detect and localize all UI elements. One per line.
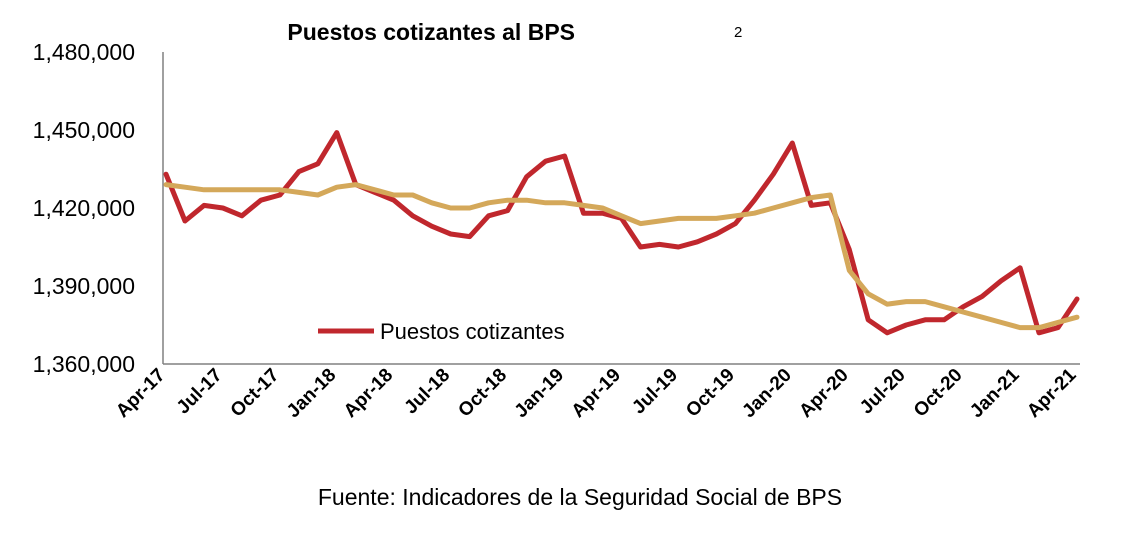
x-tick-label: Oct-17 [227,365,284,422]
x-tick-label: Jul-20 [856,365,910,419]
x-tick-label: Jul-19 [628,365,682,419]
y-tick-label: 1,450,000 [33,117,135,143]
legend: Puestos cotizantes [318,319,565,344]
series-line-puestos-cotizantes [163,130,1080,336]
x-tick-label: Apr-21 [1023,364,1081,422]
series-lines [163,130,1080,336]
series-line-trend [163,182,1080,331]
x-tick-labels: Apr-17 Jul-17 Oct-17 Jan-18 Apr-18 Jul-18 Oct-… [112,364,1081,422]
source-note: Fuente: Indicadores de la Seguridad Soci… [318,484,842,510]
y-tick-label: 1,420,000 [33,195,135,221]
chart-title-superscript: 2 [734,24,742,41]
y-tick-labels: 1,360,000 1,390,000 1,420,000 1,450,000 1,48… [33,39,135,377]
x-tick-label: Jul-17 [173,365,227,419]
x-tick-label: Oct-18 [454,365,511,422]
x-tick-label: Apr-20 [795,365,852,422]
x-tick-label: Jan-19 [511,365,568,422]
y-tick-label: 1,360,000 [33,351,135,377]
y-tick-label: 1,390,000 [33,273,135,299]
x-tick-label: Jan-18 [283,365,340,422]
x-tick-label: Apr-19 [568,365,625,422]
x-tick-label: Jan-21 [966,364,1024,422]
chart-title: Puestos cotizantes al BPS [287,19,575,45]
y-tick-label: 1,480,000 [33,39,135,65]
x-tick-label: Oct-19 [682,365,739,422]
legend-label: Puestos cotizantes [380,319,565,344]
x-tick-label: Oct-20 [910,365,967,422]
x-tick-label: Jan-20 [738,365,795,422]
x-tick-label: Jul-18 [401,365,455,419]
x-tick-label: Apr-18 [340,365,397,422]
